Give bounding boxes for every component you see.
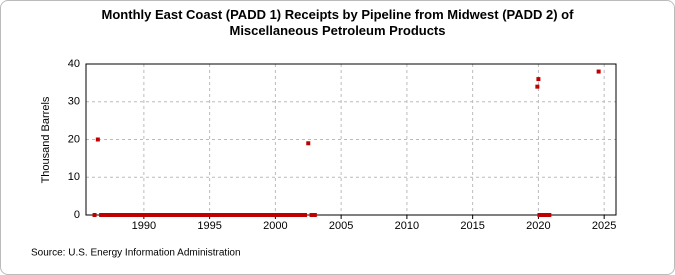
data-point xyxy=(276,213,281,217)
data-point xyxy=(230,213,235,217)
data-point xyxy=(227,213,232,217)
data-point xyxy=(293,213,298,217)
y-tick-label: 0 xyxy=(74,209,80,221)
data-point xyxy=(596,69,601,74)
x-tick-label: 2025 xyxy=(592,220,616,232)
x-tick-label: 1995 xyxy=(197,220,221,232)
y-tick-label: 40 xyxy=(68,58,80,70)
data-point xyxy=(536,77,541,82)
data-point xyxy=(299,213,304,217)
data-point xyxy=(250,213,255,217)
x-tick-label: 2020 xyxy=(526,220,550,232)
plot-frame xyxy=(85,63,617,216)
data-point xyxy=(138,213,143,217)
data-point xyxy=(174,213,179,217)
data-point xyxy=(191,213,196,217)
data-point xyxy=(99,213,104,217)
data-point xyxy=(148,213,153,217)
data-point xyxy=(197,213,202,217)
data-point xyxy=(108,213,113,217)
data-point xyxy=(204,213,209,217)
data-point xyxy=(263,213,268,217)
data-point xyxy=(95,137,100,142)
data-point xyxy=(289,213,294,217)
data-point xyxy=(92,213,97,217)
y-tick-label: 20 xyxy=(68,133,80,145)
data-point xyxy=(141,213,146,217)
data-point xyxy=(122,213,127,217)
data-point xyxy=(273,213,278,217)
x-tick-label: 2010 xyxy=(395,220,419,232)
data-point xyxy=(217,213,222,217)
data-point xyxy=(210,213,215,217)
data-point xyxy=(214,213,219,217)
data-point xyxy=(145,213,150,217)
data-point xyxy=(283,213,288,217)
data-point xyxy=(233,213,238,217)
data-point xyxy=(224,213,229,217)
data-point xyxy=(247,213,252,217)
data-point xyxy=(132,213,137,217)
data-point xyxy=(256,213,261,217)
chart-title-box: Monthly East Coast (PADD 1) Receipts by … xyxy=(1,7,674,39)
data-point xyxy=(168,213,173,217)
data-point xyxy=(194,213,199,217)
data-point xyxy=(128,213,133,217)
data-point xyxy=(306,141,311,146)
x-tick-label: 2000 xyxy=(263,220,287,232)
data-point xyxy=(105,213,110,217)
data-point xyxy=(178,213,183,217)
data-point xyxy=(112,213,117,217)
data-point xyxy=(237,213,242,217)
data-point xyxy=(535,84,540,89)
data-point xyxy=(161,213,166,217)
data-point xyxy=(270,213,275,217)
data-point xyxy=(309,213,314,217)
data-point xyxy=(220,213,225,217)
data-point xyxy=(118,213,123,217)
data-point xyxy=(201,213,206,217)
source-note: Source: U.S. Energy Information Administ… xyxy=(31,248,241,259)
data-point xyxy=(266,213,271,217)
data-point xyxy=(115,213,120,217)
data-point xyxy=(158,213,163,217)
data-point xyxy=(260,213,265,217)
y-tick-label: 10 xyxy=(68,171,80,183)
data-point xyxy=(135,213,140,217)
data-point xyxy=(296,213,301,217)
data-point xyxy=(187,213,192,217)
data-point xyxy=(171,213,176,217)
x-tick-label: 1990 xyxy=(132,220,156,232)
data-point xyxy=(253,213,258,217)
data-point xyxy=(184,213,189,217)
data-point xyxy=(181,213,186,217)
data-point xyxy=(151,213,156,217)
data-point xyxy=(302,213,307,217)
y-axis-label: Thousand Barrels xyxy=(40,96,52,183)
data-point xyxy=(540,213,545,217)
data-point xyxy=(286,213,291,217)
data-point xyxy=(312,213,317,217)
data-point xyxy=(537,213,542,217)
data-point xyxy=(164,213,169,217)
x-tick-label: 2015 xyxy=(460,220,484,232)
data-point xyxy=(102,213,107,217)
x-tick-label: 2005 xyxy=(329,220,353,232)
y-tick-label: 30 xyxy=(68,96,80,108)
data-point xyxy=(279,213,284,217)
data-point xyxy=(243,213,248,217)
data-point xyxy=(207,213,212,217)
data-point xyxy=(125,213,130,217)
data-point xyxy=(544,213,549,217)
data-point xyxy=(240,213,245,217)
chart-title: Monthly East Coast (PADD 1) Receipts by … xyxy=(101,7,574,38)
data-point xyxy=(155,213,160,217)
data-point xyxy=(547,213,552,217)
